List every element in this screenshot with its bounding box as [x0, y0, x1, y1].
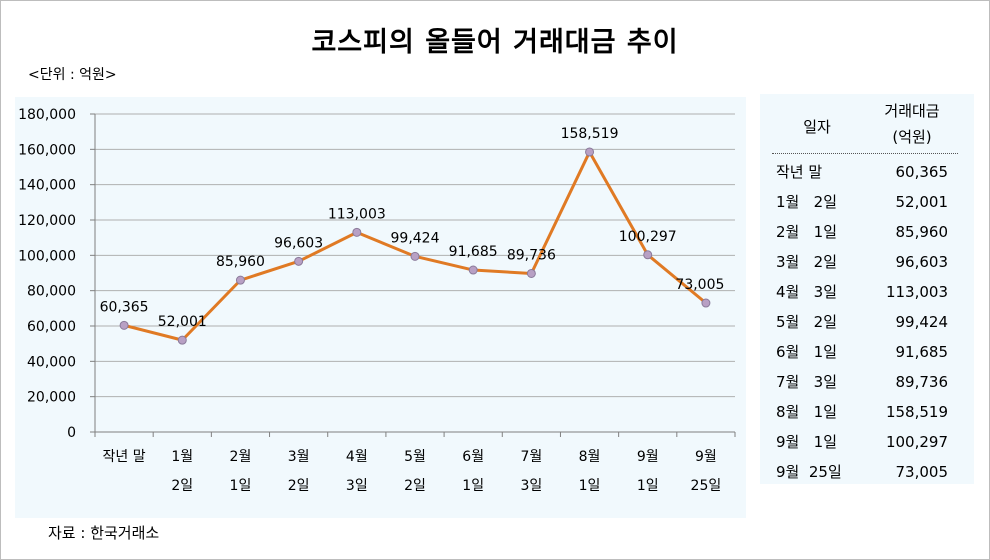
table-cell-date: 7월 3일	[776, 373, 837, 391]
table-row: 9월 25일 73,005	[760, 457, 974, 487]
x-tick-label-sub: 1일	[462, 478, 484, 494]
data-table: 일자 거래대금 (억원) 작년 말 60,365 1월 2일 52,001 2월 1일 8…	[760, 94, 974, 484]
y-tick-label: 20,000	[27, 390, 76, 406]
x-tick-label-sub: 2일	[171, 478, 193, 494]
x-tick-label: 9월	[637, 449, 659, 465]
table-cell-date: 9월 1일	[776, 433, 837, 451]
x-tick-label-sub: 1일	[230, 478, 252, 494]
data-point	[643, 250, 653, 260]
data-label: 158,519	[561, 126, 619, 142]
data-point	[701, 298, 711, 308]
table-row: 8월 1일 158,519	[760, 397, 974, 427]
table-cell-value: 91,685	[895, 343, 949, 361]
y-tick-label: 180,000	[18, 107, 76, 123]
table-cell-value: 113,003	[885, 283, 948, 301]
table-header-value: 거래대금 (억원)	[864, 98, 960, 150]
data-point	[410, 251, 420, 261]
table-cell-date: 6월 1일	[776, 343, 837, 361]
table-header-value-unit: (억원)	[892, 128, 932, 146]
table-cell-value: 60,365	[895, 163, 949, 181]
x-tick-label-sub: 25일	[691, 478, 722, 494]
table-cell-date: 1월 2일	[776, 193, 837, 211]
table-header-divider	[772, 153, 958, 154]
x-tick-label: 8월	[579, 449, 601, 465]
table-cell-value: 158,519	[885, 403, 948, 421]
table-cell-date: 9월 25일	[776, 463, 842, 481]
table-cell-date: 4월 3일	[776, 283, 837, 301]
table-cell-date: 8월 1일	[776, 403, 837, 421]
table-cell-date: 5월 2일	[776, 313, 837, 331]
chart-panel: 0 20,000 40,000 60,000 80,000 100,000 120,000 1…	[15, 97, 746, 518]
table-cell-value: 99,424	[895, 313, 949, 331]
data-point	[235, 275, 245, 285]
data-point	[177, 335, 187, 345]
table-cell-date: 작년 말	[776, 163, 823, 181]
source-note: 자료 : 한국거래소	[48, 524, 160, 542]
data-label: 113,003	[328, 206, 386, 222]
table-row: 4월 3일 113,003	[760, 277, 974, 307]
y-tick-label: 0	[67, 425, 76, 441]
y-tick-label: 40,000	[27, 354, 76, 370]
x-tick-label: 3월	[288, 449, 310, 465]
table-row: 1월 2일 52,001	[760, 187, 974, 217]
x-tick-label: 작년 말	[103, 449, 146, 465]
data-point	[585, 147, 595, 157]
table-row: 5월 2일 99,424	[760, 307, 974, 337]
x-tick-label: 2월	[230, 449, 252, 465]
table-header-date: 일자	[803, 118, 831, 136]
chart-title: 코스피의 올들어 거래대금 추이	[311, 27, 679, 58]
y-tick-label: 140,000	[18, 178, 76, 194]
x-tick-label: 5월	[404, 449, 426, 465]
table-rows: 작년 말 60,365 1월 2일 52,001 2월 1일 85,960 3월 2일 96,…	[760, 157, 974, 487]
x-tick-label-sub: 2일	[288, 478, 310, 494]
table-cell-value: 100,297	[885, 433, 948, 451]
x-tick-label: 4월	[346, 449, 368, 465]
data-label: 91,685	[449, 244, 498, 260]
data-point	[526, 268, 536, 278]
data-label: 96,603	[274, 235, 323, 251]
data-label: 100,297	[619, 229, 677, 245]
table-cell-date: 2월 1일	[776, 223, 837, 241]
y-tick-label: 160,000	[18, 142, 76, 158]
table-row: 9월 1일 100,297	[760, 427, 974, 457]
x-tick-label-sub: 1일	[637, 478, 659, 494]
x-tick-label-sub: 2일	[404, 478, 426, 494]
data-label: 89,736	[507, 247, 556, 263]
table-cell-value: 89,736	[895, 373, 949, 391]
table-cell-value: 73,005	[895, 463, 949, 481]
x-tick-label-sub: 3일	[520, 478, 542, 494]
table-row: 2월 1일 85,960	[760, 217, 974, 247]
table-cell-value: 96,603	[895, 253, 949, 271]
y-tick-label: 100,000	[18, 248, 76, 264]
data-label: 60,365	[100, 299, 149, 315]
data-point	[468, 265, 478, 275]
y-tick-label: 80,000	[27, 284, 76, 300]
table-cell-date: 3월 2일	[776, 253, 837, 271]
data-point	[119, 320, 129, 330]
x-tick-label-sub: 1일	[579, 478, 601, 494]
data-label: 99,424	[391, 230, 440, 246]
line-chart: 0 20,000 40,000 60,000 80,000 100,000 120,000 1…	[18, 107, 736, 494]
table-row: 7월 3일 89,736	[760, 367, 974, 397]
data-point	[294, 256, 304, 266]
data-point	[352, 227, 362, 237]
data-label: 52,001	[158, 314, 207, 330]
x-tick-label: 6월	[462, 449, 484, 465]
x-tick-label-sub: 3일	[346, 478, 368, 494]
x-tick-label: 9월	[695, 449, 717, 465]
x-tick-label: 1월	[171, 449, 193, 465]
table-header-value-label: 거래대금	[884, 102, 940, 120]
table-cell-value: 52,001	[895, 193, 949, 211]
x-tick-label: 7월	[520, 449, 542, 465]
table-cell-value: 85,960	[895, 223, 949, 241]
table-row: 6월 1일 91,685	[760, 337, 974, 367]
y-tick-label: 60,000	[27, 319, 76, 335]
data-label: 73,005	[675, 277, 724, 293]
table-row: 3월 2일 96,603	[760, 247, 974, 277]
data-label: 85,960	[216, 254, 265, 270]
unit-label: <단위 : 억원>	[28, 67, 117, 83]
table-row: 작년 말 60,365	[760, 157, 974, 187]
y-tick-label: 120,000	[18, 213, 76, 229]
